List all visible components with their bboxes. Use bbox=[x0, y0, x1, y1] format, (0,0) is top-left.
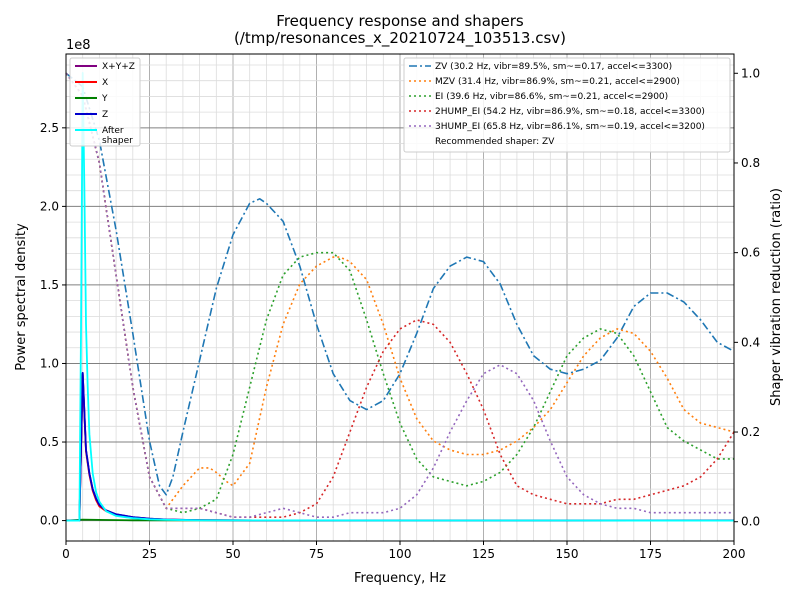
y-left-tick-label: 0.0 bbox=[40, 514, 59, 528]
x-tick-label: 100 bbox=[389, 547, 412, 561]
recommended-shaper-label: Recommended shaper: ZV bbox=[435, 137, 555, 147]
legend-shaper-label: MZV (31.4 Hz, vibr=86.9%, sm~=0.21, acce… bbox=[435, 77, 680, 87]
plot-area bbox=[65, 72, 735, 522]
legend-shaper-label: 2HUMP_EI (54.2 Hz, vibr=86.9%, sm~=0.18,… bbox=[435, 107, 705, 117]
x-tick-label: 200 bbox=[723, 547, 746, 561]
axes: 0 25 50 75 100 125 150 175 200 0.0 0.5 1.0 1.5 2.0 2.5… bbox=[40, 66, 760, 561]
y-axis-label-right: Shaper vibration reduction (ratio) bbox=[769, 188, 784, 406]
legend-psd-label: Z bbox=[102, 110, 108, 120]
legend-shapers-box bbox=[403, 57, 731, 153]
legend-shaper-label: EI (39.6 Hz, vibr=86.6%, sm~=0.21, accel… bbox=[435, 92, 668, 102]
y-left-tick-label: 2.0 bbox=[40, 199, 59, 213]
x-tick-label: 0 bbox=[62, 547, 70, 561]
x-tick-label: 125 bbox=[472, 547, 495, 561]
x-tick-label: 25 bbox=[142, 547, 157, 561]
legend-psd-label: Y bbox=[101, 94, 108, 104]
shaper-line-0 bbox=[65, 72, 735, 496]
x-tick-label: 150 bbox=[556, 547, 579, 561]
y-right-tick-label: 0.2 bbox=[741, 425, 760, 439]
y-left-tick-label: 1.0 bbox=[40, 356, 59, 370]
x-tick-label: 50 bbox=[225, 547, 240, 561]
y-axis-label-left: Power spectral density bbox=[14, 223, 29, 371]
left-scale-label: 1e8 bbox=[66, 38, 91, 53]
grid bbox=[65, 54, 735, 541]
x-axis-label: Frequency, Hz bbox=[354, 571, 446, 586]
legend-shapers: ZV (30.2 Hz, vibr=89.5%, sm~=0.17, accel… bbox=[403, 57, 731, 153]
legend-psd-label: After bbox=[102, 126, 124, 136]
legend-psd-label: X+Y+Z bbox=[102, 62, 135, 72]
legend-psd-label: X bbox=[102, 78, 108, 88]
y-left-tick-label: 1.5 bbox=[40, 278, 59, 292]
y-left-tick-label: 0.5 bbox=[40, 435, 59, 449]
legend-psd-label: shaper bbox=[102, 136, 133, 146]
chart-subtitle: (/tmp/resonances_x_20210724_103513.csv) bbox=[234, 29, 566, 48]
x-tick-label: 175 bbox=[639, 547, 662, 561]
shaper-line-4 bbox=[65, 72, 734, 519]
legend-shaper-label: ZV (30.2 Hz, vibr=89.5%, sm~=0.17, accel… bbox=[435, 62, 672, 72]
legend-psd-box bbox=[69, 57, 141, 147]
legend-shaper-label: 3HUMP_EI (65.8 Hz, vibr=86.1%, sm~=0.19,… bbox=[435, 122, 705, 132]
y-right-tick-label: 1.0 bbox=[741, 66, 760, 80]
y-right-tick-label: 0.8 bbox=[741, 156, 760, 170]
x-tick-label: 75 bbox=[309, 547, 324, 561]
y-right-tick-label: 0.0 bbox=[741, 515, 760, 529]
y-right-tick-label: 0.4 bbox=[741, 335, 760, 349]
y-right-tick-label: 0.6 bbox=[741, 246, 760, 260]
chart-title: Frequency response and shapers bbox=[276, 12, 524, 30]
y-left-tick-label: 2.5 bbox=[40, 121, 59, 135]
